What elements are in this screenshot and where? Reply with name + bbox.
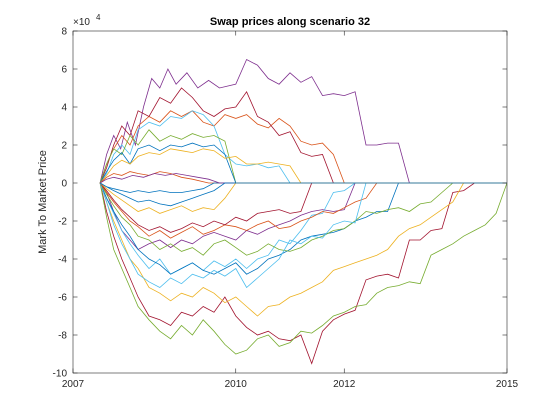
series-line-8 — [99, 148, 507, 184]
series-line-21 — [99, 182, 507, 214]
x-tick-label: 2015 — [496, 379, 519, 390]
series-line-13 — [99, 182, 507, 365]
y-tick-label: 2 — [61, 141, 67, 152]
series-line-1 — [99, 58, 507, 184]
y-tick-label: -2 — [58, 217, 67, 228]
y-tick-label: 6 — [61, 65, 67, 76]
y-tick-label: -6 — [58, 293, 67, 304]
y-tick-label: 4 — [61, 103, 67, 114]
series-line-19 — [99, 182, 507, 289]
series-line-3 — [99, 110, 507, 184]
series-line-15 — [99, 182, 507, 317]
series-line-17 — [99, 182, 507, 256]
series-line-2 — [99, 182, 507, 251]
y-axis-label: Mark To Market Price — [37, 150, 49, 254]
ticks-layer — [72, 30, 508, 374]
series-line-20 — [99, 182, 507, 233]
plot-area — [73, 31, 507, 373]
x-tick-label: 2010 — [225, 379, 248, 390]
plot-frame — [72, 30, 508, 374]
series-line-6 — [99, 129, 507, 184]
series-line-22 — [99, 182, 507, 207]
y-axis-exponent-base: ×10 — [73, 17, 90, 28]
series-layer — [99, 58, 507, 365]
y-tick-label: -8 — [58, 331, 67, 342]
y-tick-label: -4 — [58, 255, 67, 266]
series-line-14 — [99, 182, 507, 355]
chart-title: Swap prices along scenario 32 — [210, 16, 370, 28]
y-tick-label: -10 — [53, 369, 68, 380]
series-line-11 — [99, 173, 507, 184]
series-line-18 — [99, 182, 507, 239]
tick-labels-layer: 2007 2010 2012 2015 -10 -8 -6 -4 -2 0 2 4 6 8 — [53, 27, 519, 391]
series-line-7 — [99, 142, 507, 184]
y-tick-label: 0 — [61, 179, 67, 190]
y-axis-exponent: ×10 4 — [73, 13, 101, 28]
y-tick-label: 8 — [61, 27, 67, 38]
y-axis-exponent-power: 4 — [96, 13, 101, 22]
series-line-12 — [99, 182, 507, 275]
series-line-10 — [99, 182, 507, 193]
x-tick-label: 2012 — [333, 379, 356, 390]
x-tick-label: 2007 — [62, 379, 85, 390]
